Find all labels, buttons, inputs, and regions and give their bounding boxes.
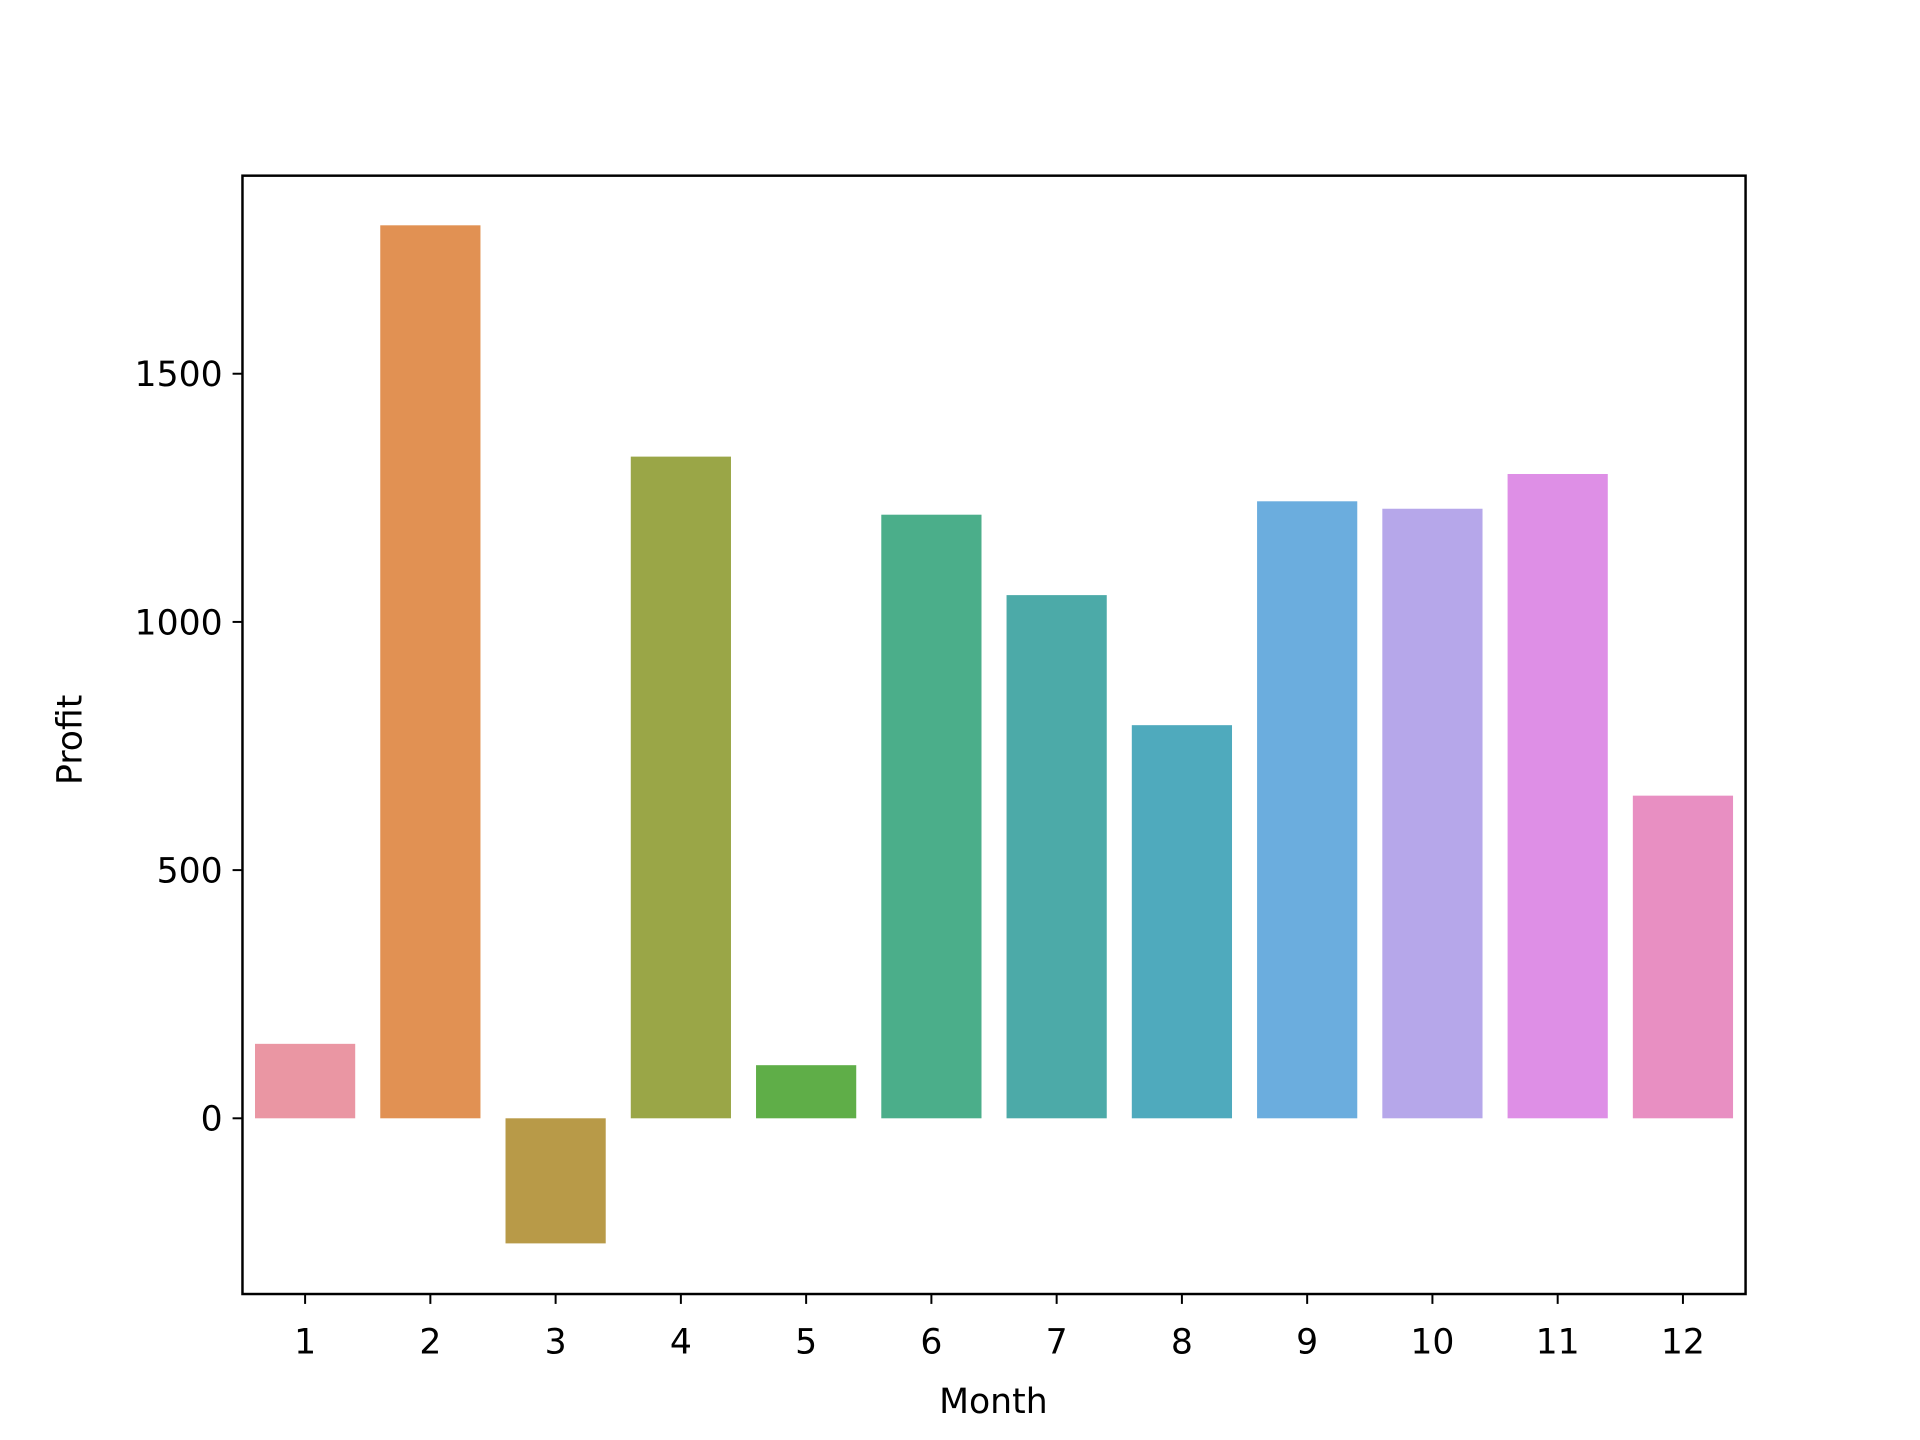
x-tick-label: 9	[1296, 1322, 1318, 1362]
bar-month-8	[1131, 725, 1233, 1119]
y-tick-label: 1000	[135, 603, 223, 643]
bar-month-10	[1382, 508, 1483, 1119]
y-axis-ticks: 0 500 1000 1500	[135, 355, 243, 1140]
y-tick-label: 1500	[135, 355, 223, 395]
x-axis-label: Month	[939, 1382, 1048, 1422]
y-tick-label: 0	[201, 1100, 223, 1140]
x-axis-ticks: 1 2 3 4 5 6 7 8 9 10 11 12	[294, 1294, 1705, 1362]
bar-month-1	[255, 1043, 356, 1119]
x-tick-label: 1	[294, 1322, 316, 1362]
x-tick-label: 8	[1171, 1322, 1193, 1362]
x-tick-label: 4	[670, 1322, 692, 1362]
bar-month-7	[1006, 595, 1107, 1119]
y-axis-label: Profit	[51, 695, 91, 785]
bars	[255, 225, 1734, 1244]
bar-month-6	[881, 514, 982, 1119]
bar-month-3	[505, 1118, 606, 1244]
x-tick-label: 2	[419, 1322, 441, 1362]
axes-frame	[241, 174, 1747, 1296]
bar-month-2	[380, 225, 481, 1119]
bar-month-5	[756, 1065, 857, 1119]
x-tick-label: 12	[1661, 1322, 1705, 1362]
x-tick-label: 3	[545, 1322, 567, 1362]
x-tick-label: 6	[920, 1322, 942, 1362]
x-tick-label: 5	[795, 1322, 817, 1362]
bar-month-11	[1507, 473, 1608, 1119]
y-tick-label: 500	[157, 851, 223, 891]
x-tick-label: 7	[1046, 1322, 1068, 1362]
bar-month-9	[1257, 501, 1358, 1119]
bar-month-4	[630, 456, 731, 1119]
x-tick-label: 10	[1410, 1322, 1454, 1362]
bar-month-12	[1632, 795, 1734, 1119]
x-tick-label: 11	[1536, 1322, 1580, 1362]
